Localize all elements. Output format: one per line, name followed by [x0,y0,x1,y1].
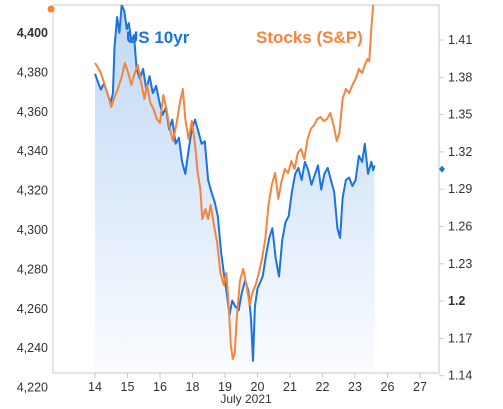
left-tick-label: 4,260 [17,302,48,316]
us10yr-line [94,5,376,362]
left-tick-label: 4,400 [17,26,48,40]
x-tick-label: 20 [251,380,265,394]
left-tick-label: 4,280 [17,262,48,276]
left-tick-label: 4,240 [17,341,48,355]
x-tick-label: 18 [186,380,200,394]
us10yr-area [95,5,375,373]
stocks-current-marker [47,5,55,13]
left-axis-ticks: 4,400 4,380 4,360 4,340 4,320 4,300 4,280 4,260… [17,26,48,395]
x-tick-label: 19 [218,380,232,394]
legend-stocks: Stocks (S&P) [256,28,363,47]
right-tick-label: 1.26 [448,220,472,234]
left-tick-label: 4,300 [17,223,48,237]
right-tick-label: 1.29 [448,182,472,196]
x-axis-ticks: 14 15 16 18 19 20 21 22 23 26 27 [88,373,427,394]
stocks-line [94,5,375,360]
x-axis-label: July 2021 [220,392,272,406]
x-tick-label: 22 [316,380,330,394]
left-tick-label: 4,360 [17,105,48,119]
x-tick-label: 16 [153,380,167,394]
left-tick-label: 4,220 [17,381,48,395]
right-tick-label: 1.14 [448,369,472,383]
right-tick-label: 1.38 [448,70,472,84]
legend-us10yr: US 10yr [126,28,190,47]
x-tick-label: 26 [381,380,395,394]
left-tick-label: 4,340 [17,144,48,158]
right-tick-label: 1.35 [448,108,472,122]
left-tick-label: 4,320 [17,184,48,198]
x-tick-label: 14 [88,380,102,394]
right-tick-label: 1.17 [448,331,472,345]
right-tick-label: 1.32 [448,145,472,159]
right-tick-label: 1.2 [448,294,465,308]
right-tick-label: 1.41 [448,33,472,47]
x-tick-label: 23 [348,380,362,394]
right-tick-label: 1.23 [448,257,472,271]
x-tick-label: 15 [121,380,135,394]
x-tick-label: 21 [283,380,297,394]
right-axis-ticks: 1.41 1.38 1.35 1.32 1.29 1.26 1.23 1.2 1.17 1.14 [439,33,472,383]
us10yr-current-marker [439,165,445,173]
x-tick-label: 27 [413,380,427,394]
left-tick-label: 4,380 [17,65,48,79]
